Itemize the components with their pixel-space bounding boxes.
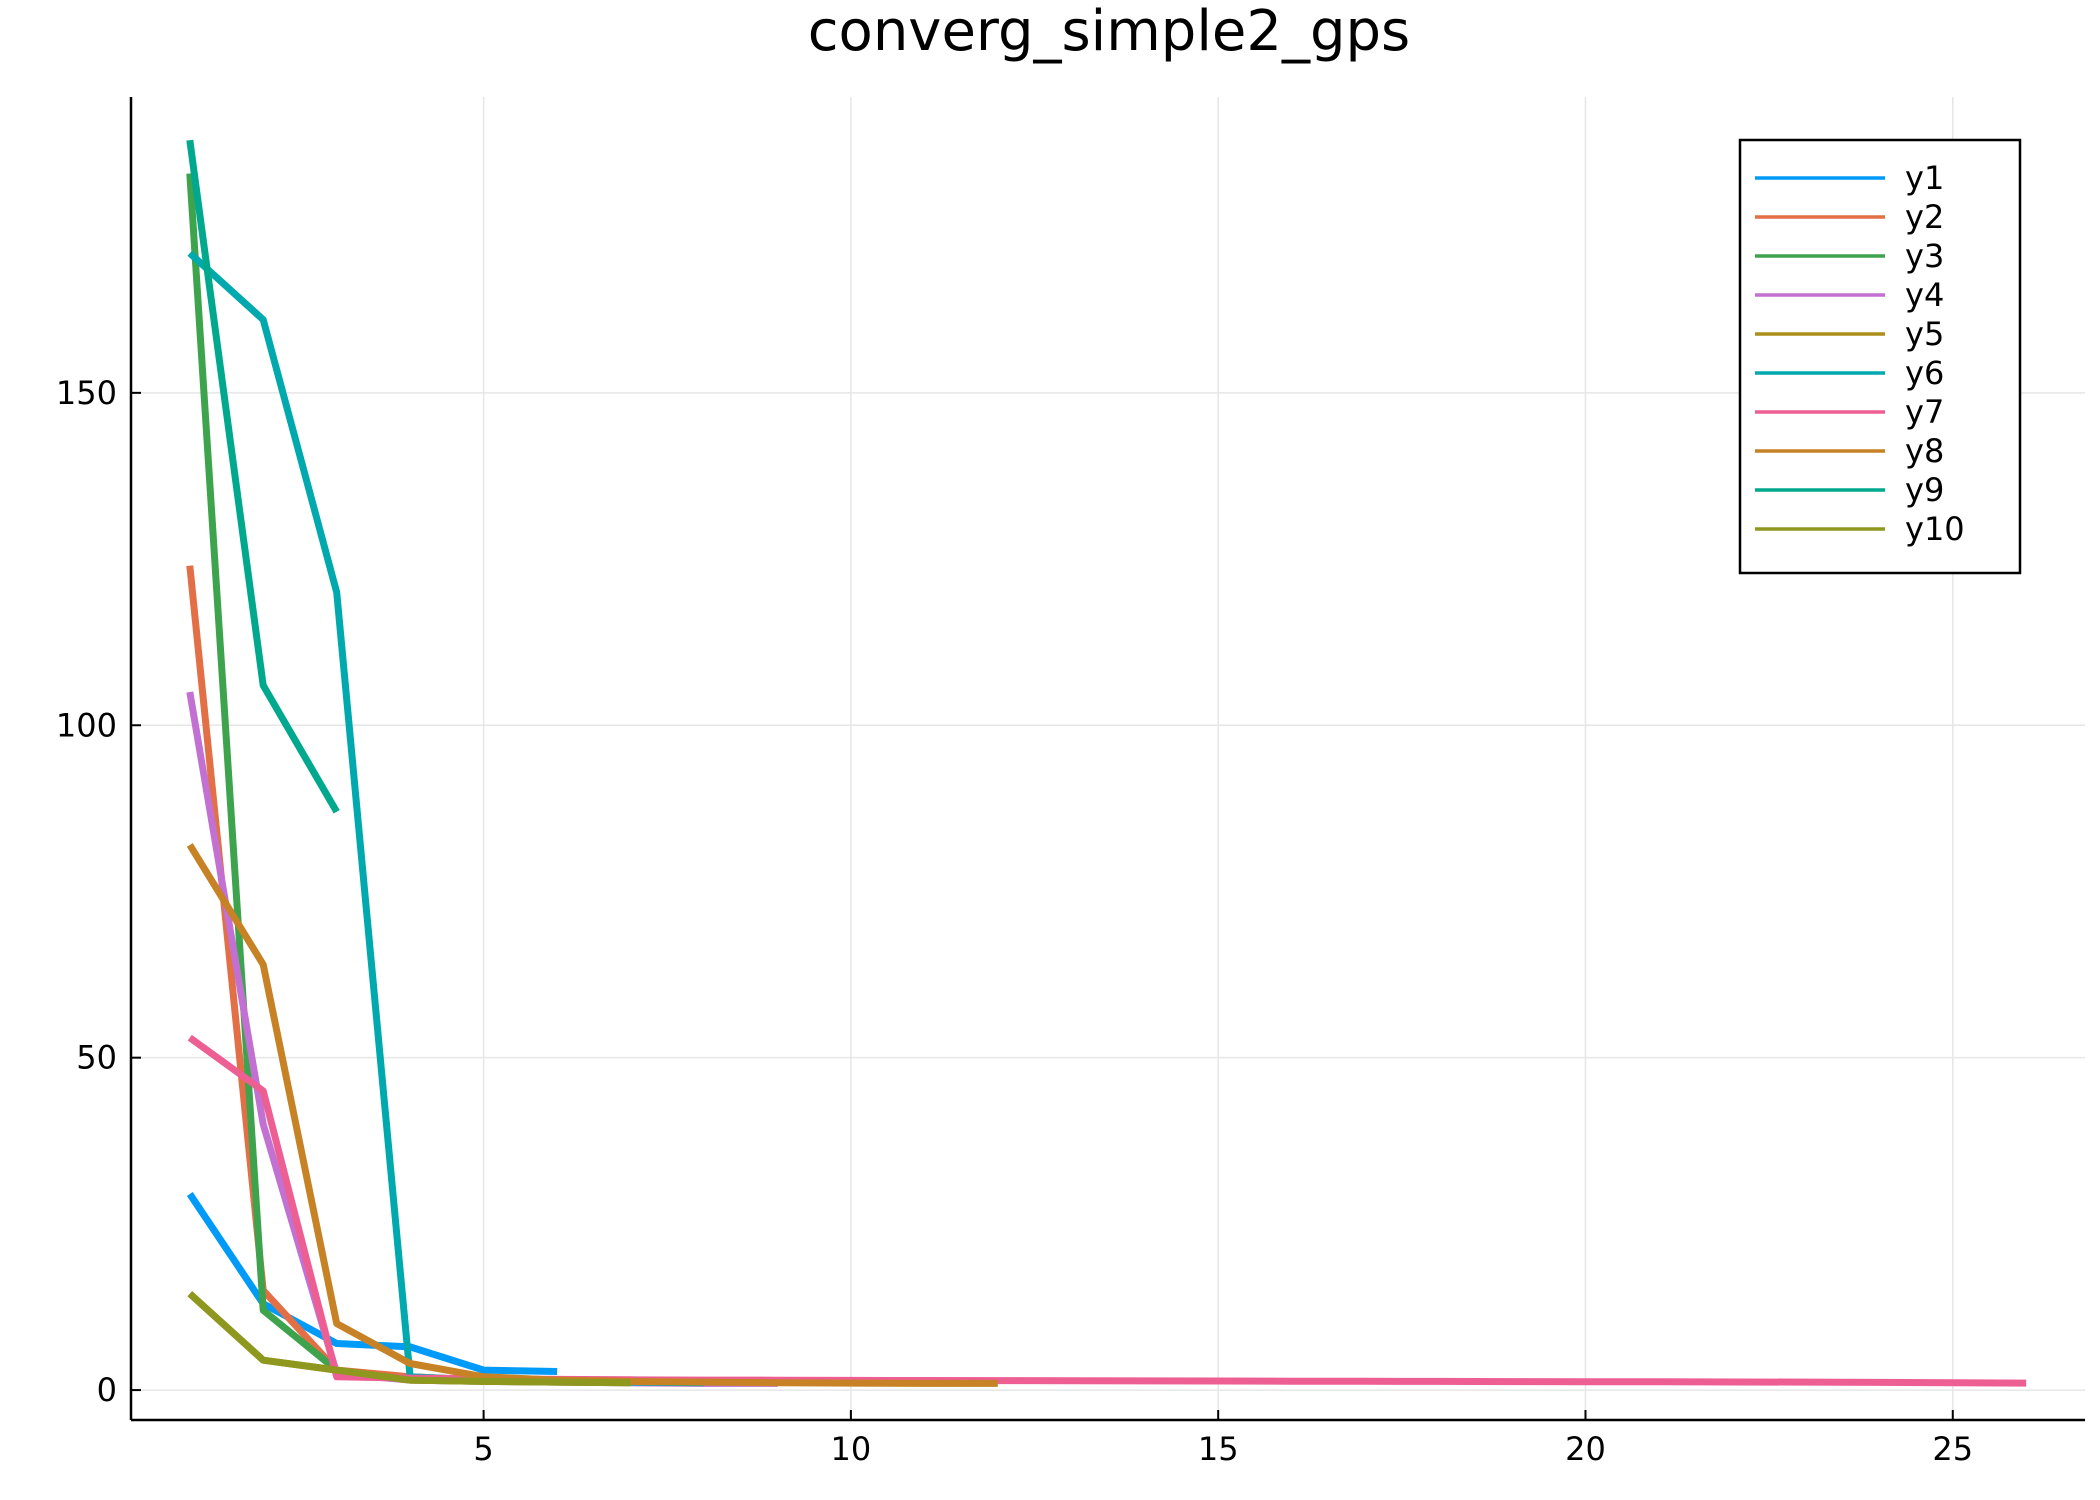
x-axis-ticks: 5 10 15 20 25 xyxy=(473,1410,1973,1468)
legend-label-y3: y3 xyxy=(1905,237,1944,275)
legend-label-y4: y4 xyxy=(1905,276,1944,314)
legend-label-y2: y2 xyxy=(1905,198,1944,236)
x-tick-label: 25 xyxy=(1932,1430,1973,1468)
chart-title: converg_simple2_gps xyxy=(808,0,1410,64)
x-tick-label: 5 xyxy=(473,1430,493,1468)
x-tick-label: 15 xyxy=(1198,1430,1239,1468)
series-line-y10 xyxy=(187,1291,631,1387)
y-tick-label: 50 xyxy=(76,1039,117,1077)
series-line-y6 xyxy=(187,250,705,1387)
y-tick-label: 100 xyxy=(56,706,117,744)
legend-label-y7: y7 xyxy=(1905,393,1944,431)
series-line-y9 xyxy=(186,139,340,814)
legend-label-y8: y8 xyxy=(1905,432,1944,470)
x-tick-label: 20 xyxy=(1565,1430,1606,1468)
series-line-y8 xyxy=(186,843,998,1387)
legend-box xyxy=(1738,138,2022,575)
legend-label-y6: y6 xyxy=(1905,354,1944,392)
legend-label-y9: y9 xyxy=(1905,471,1944,509)
x-tick-label: 10 xyxy=(831,1430,872,1468)
legend-label-y1: y1 xyxy=(1905,159,1944,197)
series-line-y3 xyxy=(186,173,339,1373)
y-tick-label: 0 xyxy=(97,1371,117,1409)
y-axis-ticks: 0 50 100 150 xyxy=(56,374,141,1409)
legend-label-y5: y5 xyxy=(1905,315,1944,353)
series-lines xyxy=(186,139,2027,1387)
legend-label-y10: y10 xyxy=(1905,510,1965,548)
axes xyxy=(129,97,2085,1422)
series-line-y7 xyxy=(187,1034,2027,1387)
y-tick-label: 150 xyxy=(56,374,117,412)
